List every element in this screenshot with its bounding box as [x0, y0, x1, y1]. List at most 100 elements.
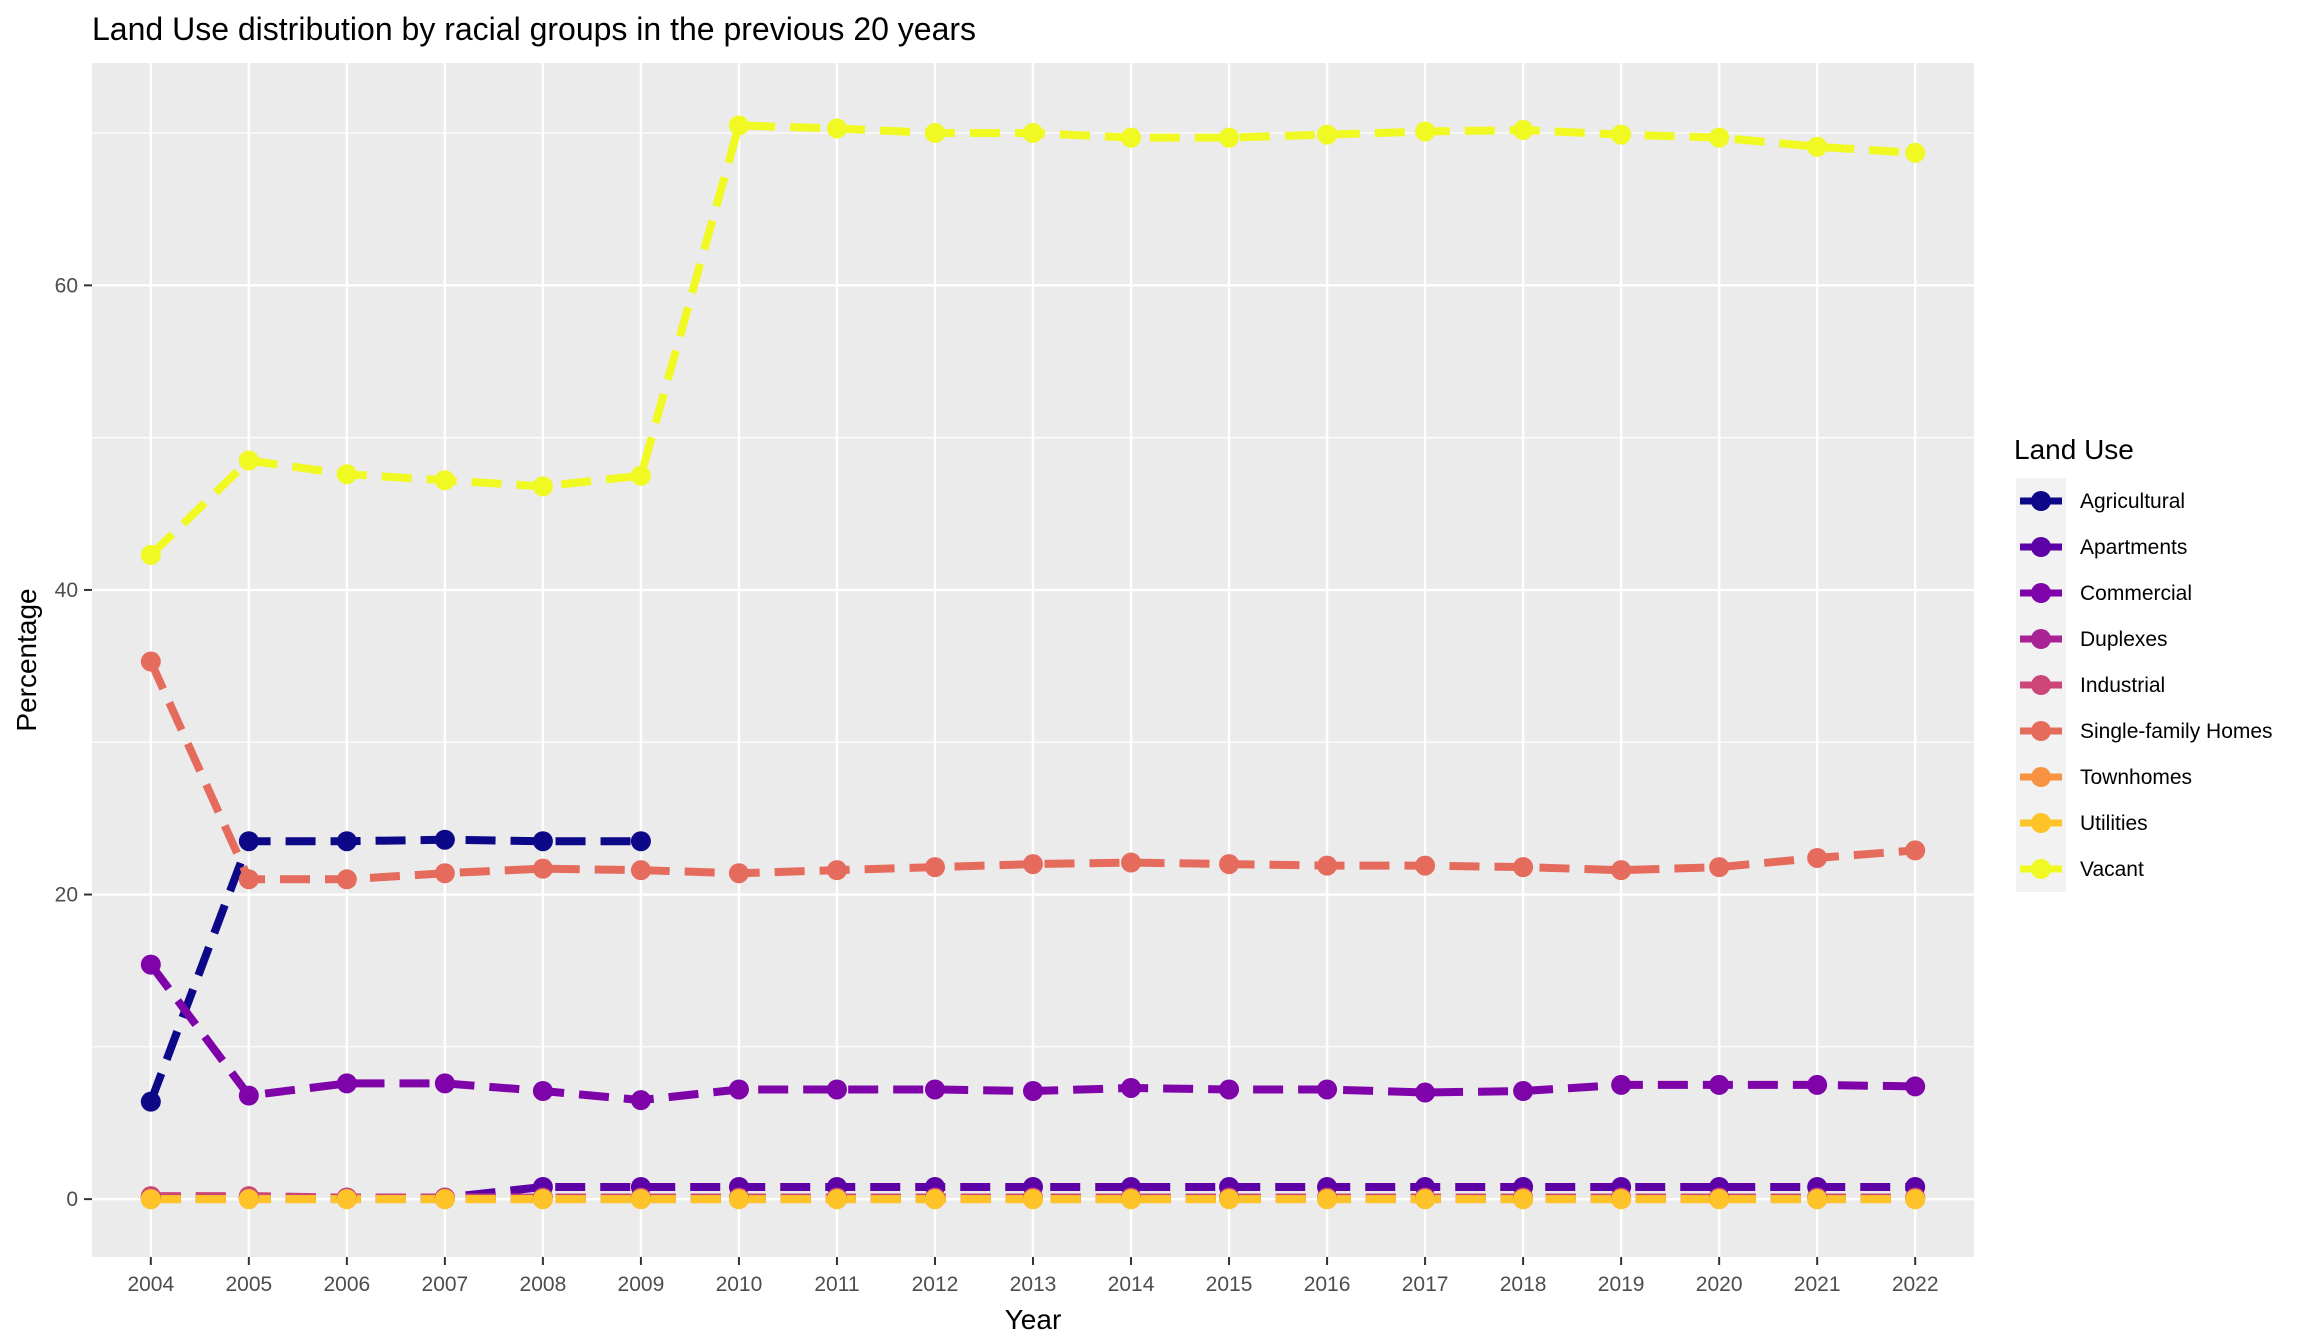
y-tick-label: 60	[55, 274, 78, 297]
data-point-vacant	[1121, 127, 1142, 148]
legend-key-point	[2031, 813, 2051, 833]
data-point-single-family-homes	[1807, 847, 1828, 868]
data-point-vacant	[1219, 127, 1240, 148]
x-tick-label: 2016	[1304, 1273, 1351, 1296]
legend-key-point	[2031, 721, 2051, 741]
x-tick-label: 2005	[225, 1273, 272, 1296]
legend-title: Land Use	[2014, 434, 2134, 465]
data-point-utilities	[1709, 1189, 1730, 1210]
data-point-utilities	[434, 1189, 455, 1210]
data-point-commercial	[1415, 1082, 1436, 1103]
data-point-vacant	[1905, 142, 1926, 163]
data-point-utilities	[1023, 1189, 1043, 1210]
legend-key-point	[2031, 629, 2051, 649]
data-point-vacant	[1611, 124, 1632, 145]
chart-title: Land Use distribution by racial groups i…	[92, 11, 976, 47]
y-tick-label: 0	[66, 1188, 78, 1211]
x-tick-label: 2015	[1206, 1273, 1253, 1296]
y-tick-label: 20	[55, 884, 78, 907]
series-points	[140, 115, 1926, 1210]
data-point-single-family-homes	[336, 869, 357, 890]
legend-label: Industrial	[2080, 674, 2165, 697]
data-point-vacant	[1317, 124, 1338, 145]
data-point-single-family-homes	[826, 860, 847, 881]
x-tick-label: 2020	[1696, 1273, 1743, 1296]
major-gridlines	[92, 63, 1974, 1257]
data-point-utilities	[140, 1189, 161, 1210]
data-point-vacant	[140, 544, 161, 565]
data-point-commercial	[1023, 1080, 1043, 1101]
x-tick-label: 2004	[127, 1273, 174, 1296]
data-point-single-family-homes	[1415, 855, 1436, 876]
legend-key-point	[2031, 537, 2051, 557]
data-point-vacant	[826, 118, 847, 139]
data-point-vacant	[728, 115, 749, 136]
data-point-commercial	[630, 1090, 651, 1111]
data-point-utilities	[532, 1189, 553, 1210]
data-point-vacant	[630, 465, 651, 486]
data-point-utilities	[1611, 1189, 1632, 1210]
x-tick-label: 2008	[520, 1273, 567, 1296]
data-point-utilities	[1121, 1189, 1142, 1210]
data-point-commercial	[1807, 1074, 1828, 1095]
data-point-vacant	[1415, 121, 1436, 142]
x-tick-label: 2021	[1794, 1273, 1841, 1296]
data-point-commercial	[924, 1079, 945, 1100]
legend-label: Agricultural	[2080, 490, 2185, 513]
data-point-agricultural	[238, 831, 259, 852]
data-point-commercial	[1611, 1074, 1632, 1095]
x-tick-label: 2007	[422, 1273, 469, 1296]
data-point-vacant	[1807, 136, 1828, 157]
x-tick-label: 2018	[1500, 1273, 1547, 1296]
data-point-single-family-homes	[1611, 860, 1632, 881]
x-axis-title: Year	[1005, 1304, 1062, 1335]
data-point-single-family-homes	[1709, 857, 1730, 878]
x-tick-label: 2012	[912, 1273, 959, 1296]
data-point-utilities	[826, 1189, 847, 1210]
data-point-utilities	[924, 1189, 945, 1210]
data-point-commercial	[1317, 1079, 1338, 1100]
data-point-vacant	[238, 450, 259, 471]
data-point-vacant	[924, 123, 945, 144]
legend-key-point	[2031, 583, 2051, 603]
data-point-commercial	[1905, 1076, 1926, 1097]
data-point-commercial	[728, 1079, 749, 1100]
data-point-commercial	[1709, 1074, 1730, 1095]
x-tick-label: 2009	[618, 1273, 665, 1296]
data-point-commercial	[1121, 1077, 1142, 1098]
data-point-agricultural	[140, 1091, 161, 1112]
data-point-vacant	[1513, 120, 1534, 141]
x-tick-label: 2017	[1402, 1273, 1449, 1296]
data-point-single-family-homes	[1121, 852, 1142, 873]
data-point-commercial	[1219, 1079, 1240, 1100]
data-point-agricultural	[630, 831, 651, 852]
legend-label: Townhomes	[2080, 766, 2192, 789]
data-point-single-family-homes	[728, 863, 749, 884]
legend-key-point	[2031, 767, 2051, 787]
x-tick-label: 2014	[1108, 1273, 1155, 1296]
data-point-single-family-homes	[924, 857, 945, 878]
y-axis-title: Percentage	[11, 588, 42, 731]
data-point-single-family-homes	[434, 863, 455, 884]
legend-label: Vacant	[2080, 858, 2144, 881]
data-point-utilities	[1905, 1189, 1926, 1210]
x-tick-label: 2010	[716, 1273, 763, 1296]
data-point-utilities	[630, 1189, 651, 1210]
data-point-commercial	[1513, 1080, 1534, 1101]
axes: 0 20 40 60 2004 2005 2006 2007 2008 2009 2010 2011 2…	[55, 274, 1939, 1296]
data-point-vacant	[1709, 127, 1730, 148]
data-point-single-family-homes	[140, 651, 161, 672]
x-tick-label: 2011	[814, 1273, 859, 1296]
data-point-utilities	[1513, 1189, 1534, 1210]
data-point-utilities	[1219, 1189, 1240, 1210]
data-point-single-family-homes	[1513, 857, 1534, 878]
x-tick-label: 2022	[1892, 1273, 1939, 1296]
data-point-single-family-homes	[1219, 854, 1240, 875]
legend-key-point	[2031, 491, 2051, 511]
data-point-utilities	[728, 1189, 749, 1210]
x-tick-label: 2006	[323, 1273, 370, 1296]
legend-items: Agricultural Apartments Commercial Duplexes…	[2016, 478, 2273, 892]
legend: Land Use Agricultural Apartments Commercia…	[2014, 434, 2273, 892]
data-point-commercial	[336, 1073, 357, 1094]
